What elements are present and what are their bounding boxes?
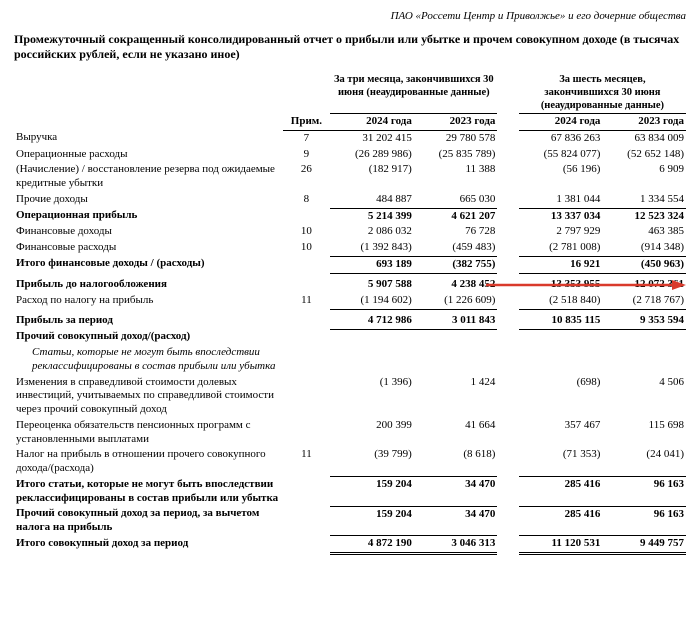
- income-statement-table: За три месяца, закончившихся 30 июня (не…: [14, 72, 686, 555]
- row-fin-total: Итого финансовые доходы / (расходы) 693 …: [14, 256, 686, 273]
- col-2023-6m: 2023 года: [602, 114, 686, 131]
- period-6m-header: За шесть месяцев, закончившихся 30 июня …: [519, 72, 686, 114]
- row-pension: Переоценка обязательств пенсионных прогр…: [14, 418, 686, 448]
- row-total-ci: Итого совокупный доход за период 4 872 1…: [14, 536, 686, 554]
- note-header: Прим.: [283, 114, 331, 131]
- company-name: ПАО «Россети Центр и Приволжье» и его до…: [14, 10, 686, 24]
- row-oci-tax: Налог на прибыль в отношении прочего сов…: [14, 447, 686, 477]
- row-oci-items: Итого статьи, которые не могут быть впос…: [14, 477, 686, 507]
- row-fv: Изменения в справедливой стоимости долев…: [14, 375, 686, 418]
- col-2023-3m: 2023 года: [414, 114, 498, 131]
- row-revenue: Выручка 7 31 202 415 29 780 578 67 836 2…: [14, 130, 686, 146]
- period-3m-header: За три месяца, закончившихся 30 июня (не…: [330, 72, 497, 114]
- col-2024-3m: 2024 года: [330, 114, 414, 131]
- row-profit: Прибыль за период 4 712 986 3 011 843 10…: [14, 313, 686, 329]
- col-2024-6m: 2024 года: [519, 114, 603, 131]
- row-pbt: Прибыль до налогообложения 5 907 588 4 2…: [14, 277, 686, 293]
- row-oci-head: Прочий совокупный доход/(расход): [14, 329, 686, 345]
- row-op-profit: Операционная прибыль 5 214 399 4 621 207…: [14, 208, 686, 224]
- row-ecl: (Начисление) / восстановление резерва по…: [14, 162, 686, 192]
- row-fin-income: Финансовые доходы 10 2 086 032 76 728 2 …: [14, 224, 686, 240]
- report-title: Промежуточный сокращенный консолидирован…: [14, 32, 686, 62]
- row-oci-net: Прочий совокупный доход за период, за вы…: [14, 506, 686, 536]
- row-tax: Расход по налогу на прибыль 11 (1 194 60…: [14, 293, 686, 309]
- row-other-income: Прочие доходы 8 484 887 665 030 1 381 04…: [14, 192, 686, 208]
- row-fin-expense: Финансовые расходы 10 (1 392 843) (459 4…: [14, 240, 686, 256]
- row-opex: Операционные расходы 9 (26 289 986) (25 …: [14, 147, 686, 163]
- row-oci-sub: Статьи, которые не могут быть впоследств…: [14, 345, 686, 375]
